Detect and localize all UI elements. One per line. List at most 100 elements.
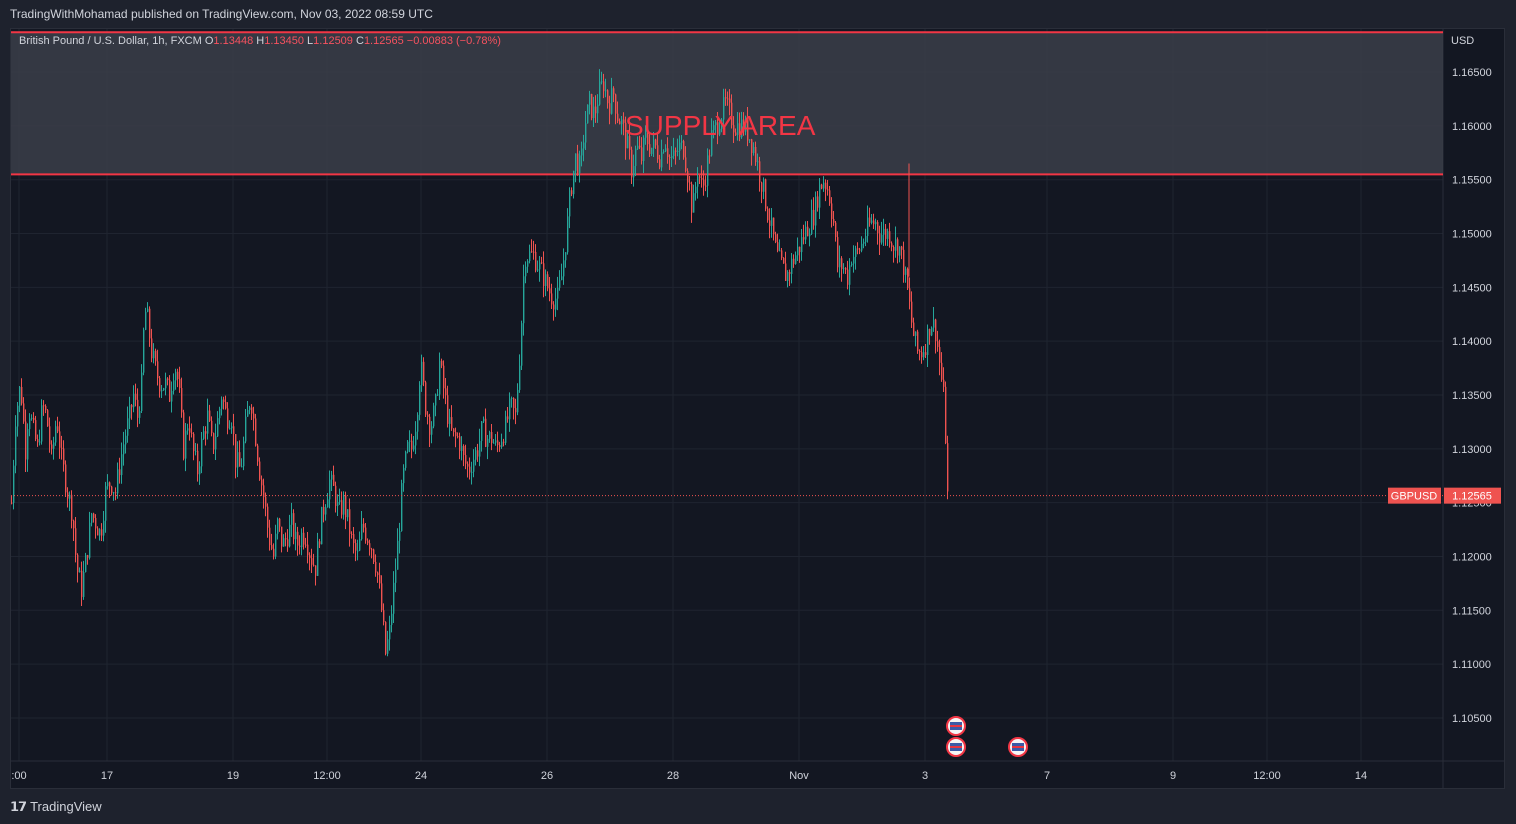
candle-body bbox=[719, 128, 721, 135]
candle-body bbox=[391, 613, 393, 625]
candle-body bbox=[213, 433, 215, 450]
candle-body bbox=[247, 410, 249, 417]
candle-body bbox=[31, 417, 33, 419]
candle-body bbox=[937, 341, 939, 348]
candle-body bbox=[361, 523, 363, 540]
candle-body bbox=[207, 410, 209, 434]
candle-body bbox=[835, 222, 837, 238]
candle-body bbox=[223, 399, 225, 402]
candle-body bbox=[529, 251, 531, 261]
candle-body bbox=[671, 156, 673, 158]
candle-body bbox=[471, 471, 473, 473]
candle-body bbox=[609, 103, 611, 114]
candle-body bbox=[27, 429, 29, 460]
candle-body bbox=[753, 146, 755, 153]
candle-body bbox=[569, 190, 571, 217]
candle-body bbox=[505, 416, 507, 443]
candle-body bbox=[507, 416, 509, 420]
symbol-tag-bg bbox=[1388, 487, 1441, 504]
candle-body bbox=[821, 184, 823, 189]
candle-body bbox=[73, 520, 75, 529]
candle-body bbox=[221, 399, 223, 409]
candle-body bbox=[459, 436, 461, 451]
candle-body bbox=[561, 276, 563, 281]
candle-body bbox=[333, 474, 335, 486]
candle-body bbox=[869, 217, 871, 223]
candle-body bbox=[157, 361, 159, 379]
candle-body bbox=[181, 387, 183, 413]
candle-body bbox=[591, 94, 593, 119]
candle-body bbox=[365, 527, 367, 541]
candle-body bbox=[733, 125, 735, 133]
candle-body bbox=[547, 274, 549, 289]
candle-body bbox=[517, 389, 519, 413]
candle-body bbox=[267, 506, 269, 528]
candle-body bbox=[133, 393, 135, 408]
candle-body bbox=[341, 500, 343, 515]
candle-body bbox=[887, 231, 889, 239]
candle-body bbox=[935, 319, 937, 342]
candle-body bbox=[95, 517, 97, 529]
candle-body bbox=[455, 432, 457, 437]
candle-body bbox=[91, 513, 93, 523]
candle-body bbox=[557, 287, 559, 299]
candle-body bbox=[87, 555, 89, 558]
candle-body bbox=[433, 405, 435, 427]
price-chart[interactable]: 1.16500 1.16000 1.15500 1.15000 1.14500 1.140… bbox=[11, 29, 1505, 789]
candle-body bbox=[357, 550, 359, 552]
candle-body bbox=[287, 539, 289, 547]
candle-body bbox=[811, 209, 813, 234]
candle-body bbox=[659, 159, 661, 168]
candle-body bbox=[387, 639, 389, 654]
candle-body bbox=[545, 274, 547, 287]
candle-body bbox=[487, 438, 489, 447]
candle-body bbox=[347, 509, 349, 518]
candle-body bbox=[281, 526, 283, 547]
candle-body bbox=[749, 139, 751, 141]
candle-body bbox=[863, 241, 865, 244]
candle-body bbox=[859, 249, 861, 251]
candle-body bbox=[321, 506, 323, 545]
candle-body bbox=[819, 184, 821, 208]
candle-body bbox=[817, 196, 819, 208]
price-tag-value: 1.12565 bbox=[1452, 491, 1492, 503]
candle-body bbox=[531, 251, 533, 253]
chart-frame[interactable]: 1.16500 1.16000 1.15500 1.15000 1.14500 1.140… bbox=[10, 28, 1505, 789]
candle-body bbox=[875, 222, 877, 225]
candle-body bbox=[301, 532, 303, 548]
candle-body bbox=[219, 408, 221, 419]
candle-body bbox=[93, 513, 95, 518]
candle-body bbox=[829, 190, 831, 204]
candle-body bbox=[209, 410, 211, 421]
candle-body bbox=[477, 450, 479, 457]
candle-body bbox=[889, 231, 891, 244]
candle-body bbox=[535, 252, 537, 271]
candle-body bbox=[379, 575, 381, 584]
candle-body bbox=[33, 417, 35, 421]
price-tick-label: 1.15000 bbox=[1452, 229, 1492, 241]
candle-body bbox=[249, 407, 251, 411]
candle-body bbox=[99, 529, 101, 536]
candle-body bbox=[827, 189, 829, 191]
candle-body bbox=[583, 142, 585, 149]
candle-body bbox=[723, 97, 725, 120]
candle-body bbox=[933, 319, 935, 328]
candle-body bbox=[491, 431, 493, 444]
candle-body bbox=[377, 572, 379, 576]
candle-body bbox=[625, 122, 627, 149]
candle-body bbox=[883, 228, 885, 235]
candle-body bbox=[131, 404, 133, 408]
candle-body bbox=[313, 564, 315, 566]
candle-body bbox=[383, 610, 385, 623]
candle-body bbox=[731, 102, 733, 126]
candle-body bbox=[255, 418, 257, 446]
candle-body bbox=[679, 142, 681, 151]
candle-body bbox=[53, 442, 55, 449]
candle-body bbox=[841, 258, 843, 270]
candle-body bbox=[175, 371, 177, 381]
candle-body bbox=[537, 269, 539, 271]
candle-body bbox=[777, 242, 779, 251]
candle-body bbox=[69, 494, 71, 499]
candle-body bbox=[597, 104, 599, 114]
time-tick-label: 12:00 bbox=[313, 770, 341, 782]
